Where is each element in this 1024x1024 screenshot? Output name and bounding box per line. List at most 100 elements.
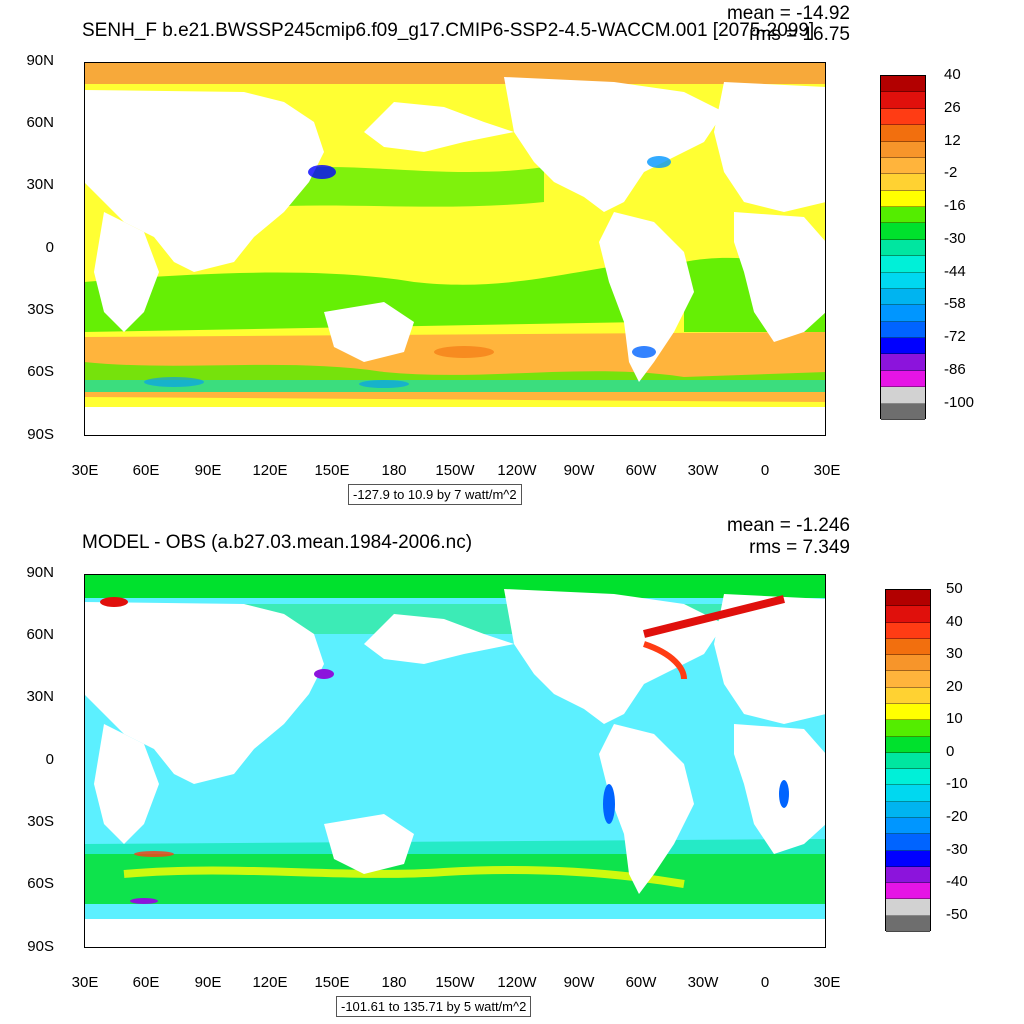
top-lon-tick: 60E — [132, 462, 160, 479]
colorbar-segment — [886, 720, 930, 737]
colorbar-label: 26 — [944, 98, 961, 116]
top-title: SENH_F b.e21.BWSSP245cmip6.f09_g17.CMIP6… — [82, 20, 815, 41]
top-lon-tick: 30E — [71, 462, 99, 479]
land-mask — [84, 77, 826, 436]
bottom-lat-tick: 90N — [26, 564, 54, 581]
top-lon-tick: 60W — [625, 462, 657, 479]
colorbar-label: -100 — [944, 393, 975, 411]
colorbar-segment — [881, 403, 925, 420]
top-lat-tick: 90S — [27, 426, 54, 443]
colorbar-label: -2 — [944, 164, 958, 182]
colorbar-label: 40 — [944, 66, 961, 83]
colorbar-segment — [881, 387, 925, 404]
colorbar-label: -40 — [946, 873, 968, 891]
colorbar-label: 0 — [946, 742, 955, 760]
colorbar-segment — [881, 141, 925, 158]
top-colorbar — [880, 75, 926, 420]
bottom-lat-tick: 60N — [26, 626, 54, 643]
colorbar-segment — [886, 866, 930, 884]
colorbar-segment — [886, 655, 930, 672]
top-lon-tick: 90E — [194, 462, 222, 479]
intense-spots — [144, 156, 671, 388]
bottom-lon-tick: 30W — [687, 974, 719, 991]
colorbar-segment — [881, 207, 925, 224]
colorbar-segment — [886, 752, 930, 770]
top-rms: rms = 16.75 — [749, 24, 850, 45]
colorbar-segment — [881, 157, 925, 175]
colorbar-segment — [886, 606, 930, 623]
colorbar-segment — [886, 883, 930, 900]
colorbar-segment — [881, 321, 925, 339]
bottom-lat-tick: 30S — [27, 813, 54, 830]
bottom-lat-tick: 90S — [27, 938, 54, 955]
colorbar-segment — [886, 769, 930, 786]
colorbar-label: -30 — [946, 840, 968, 858]
top-lat-tick: 30S — [27, 301, 54, 318]
colorbar-label: -10 — [946, 775, 968, 793]
top-panel: SENH_F b.e21.BWSSP245cmip6.f09_g17.CMIP6… — [26, 3, 975, 505]
bottom-lon-tick: 90W — [563, 974, 595, 991]
colorbar-segment — [881, 174, 925, 191]
colorbar-segment — [886, 671, 930, 688]
colorbar-label: -44 — [944, 262, 966, 280]
colorbar-label: -16 — [944, 197, 966, 215]
colorbar-segment — [886, 704, 930, 721]
top-lon-tick: 30W — [687, 462, 719, 479]
colorbar-segment — [881, 108, 925, 126]
bottom-lat-tick: 0 — [45, 751, 54, 768]
top-lat-tick: 60S — [27, 363, 54, 380]
colorbar-segment — [886, 736, 930, 753]
top-range-label: -127.9 to 10.9 by 7 watt/m^2 — [348, 484, 522, 505]
colorbar-segment — [881, 125, 925, 142]
bottom-colorbar — [885, 589, 931, 932]
top-lon-tick: 150W — [435, 462, 475, 479]
bottom-map — [84, 574, 826, 948]
colorbar-segment — [886, 834, 930, 851]
top-lon-tick: 120W — [497, 462, 537, 479]
colorbar-label: -58 — [944, 295, 966, 313]
colorbar-segment — [881, 370, 925, 388]
colorbar-label: -86 — [944, 360, 966, 378]
bottom-lon-tick: 90E — [194, 974, 222, 991]
top-lat-tick: 90N — [26, 52, 54, 69]
colorbar-segment — [886, 818, 930, 835]
colorbar-segment — [881, 92, 925, 109]
colorbar-segment — [886, 801, 930, 818]
colorbar-segment — [881, 239, 925, 257]
colorbar-segment — [886, 622, 930, 639]
colorbar-segment — [881, 354, 925, 371]
colorbar-label: -72 — [944, 328, 966, 346]
colorbar-label: 12 — [944, 131, 961, 149]
colorbar-segment — [886, 785, 930, 802]
southern-ocean-band — [84, 854, 826, 904]
top-map — [84, 62, 826, 436]
top-lon-tick: 30E — [813, 462, 841, 479]
bottom-panel: MODEL - OBS (a.b27.03.mean.1984-2006.nc)… — [0, 512, 1024, 1024]
colorbar-label: -50 — [946, 905, 968, 923]
top-lat-tick: 60N — [26, 114, 54, 131]
arctic-band — [84, 62, 826, 84]
top-lat-tick: 0 — [45, 239, 54, 256]
bottom-lon-tick: 120W — [497, 974, 537, 991]
bottom-lon-tick: 0 — [760, 974, 770, 991]
bottom-rms: rms = 7.349 — [749, 537, 850, 558]
bottom-lat-tick: 60S — [27, 875, 54, 892]
colorbar-label: -20 — [946, 808, 968, 825]
colorbar-segment — [881, 338, 925, 355]
colorbar-segment — [881, 256, 925, 273]
intense-spots — [100, 595, 789, 904]
colorbar-label: -30 — [944, 229, 966, 247]
bottom-range-label: -101.61 to 135.71 by 5 watt/m^2 — [336, 996, 532, 1017]
bottom-mean: mean = -1.246 — [726, 515, 850, 536]
colorbar-segment — [881, 272, 925, 289]
bottom-lon-tick: 180 — [381, 974, 407, 991]
bottom-lon-tick: 60E — [132, 974, 160, 991]
colorbar-segment — [881, 190, 925, 208]
colorbar-segment — [886, 638, 930, 656]
top-lon-tick: 150E — [314, 462, 350, 479]
top-mean: mean = -14.92 — [726, 3, 850, 24]
colorbar-label: 30 — [946, 645, 963, 663]
bottom-lon-tick: 150E — [314, 974, 350, 991]
bottom-lon-tick: 30E — [813, 974, 841, 991]
colorbar-segment — [886, 899, 930, 916]
